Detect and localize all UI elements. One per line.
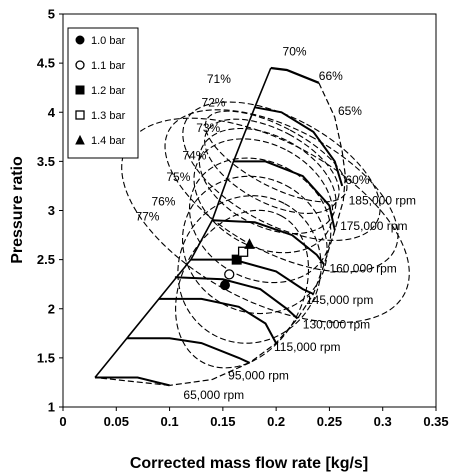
x-tick-label-1: 0.05	[104, 414, 129, 429]
speed-lines	[95, 106, 344, 387]
annotation-11: 185,000 rpm	[349, 194, 416, 208]
y-axis-label: Pressure ratio	[9, 156, 26, 264]
annotation-13: 160,000 rpm	[329, 261, 396, 275]
legend-marker-3	[75, 110, 85, 120]
speed-line-4	[190, 258, 314, 295]
annotations: 70% 66% 65% 60% 71% 72% 73% 74% 75% 76%77% 185,000…	[135, 44, 416, 402]
legend-marker-4	[75, 134, 85, 145]
annotation-5: 72%	[202, 95, 226, 109]
annotation-18: 65,000 rpm	[183, 388, 244, 402]
x-tick-label-4: 0.2	[267, 414, 285, 429]
operating-points	[219, 238, 255, 291]
legend-label-3: 1.3 bar	[91, 110, 126, 122]
annotation-6: 73%	[196, 121, 220, 135]
x-tick-label-2: 0.1	[161, 414, 179, 429]
speed-line-0	[95, 376, 170, 387]
annotation-9: 76%	[151, 195, 175, 209]
legend-label-1: 1.1 bar	[91, 60, 126, 72]
y-tick-label-6: 4	[48, 105, 56, 120]
y-tick-label-4: 3	[48, 203, 55, 218]
operating-point-1	[224, 269, 235, 280]
speed-line-1	[126, 337, 250, 364]
legend-marker-1	[75, 60, 85, 70]
speed-line-6	[233, 160, 336, 231]
annotation-10: 77%	[135, 209, 159, 223]
y-tick-label-7: 4.5	[37, 56, 55, 71]
annotation-1: 66%	[319, 69, 343, 83]
annotation-12: 175,000 rpm	[340, 219, 407, 233]
x-tick-label-5: 0.25	[317, 414, 342, 429]
x-axis-ticks: 0 0.05 0.1 0.15 0.2 0.25 0.3 0.35	[59, 407, 449, 429]
x-tick-label-3: 0.15	[210, 414, 235, 429]
efficiency-contour-10	[121, 117, 410, 323]
legend-marker-2	[75, 85, 85, 95]
annotation-7: 74%	[182, 148, 206, 162]
x-tick-label-0: 0	[59, 414, 66, 429]
annotation-8: 75%	[166, 170, 190, 184]
x-axis-label: Corrected mass flow rate [kg/s]	[130, 455, 368, 472]
efficiency-contour-3	[193, 138, 334, 254]
annotation-4: 71%	[207, 72, 231, 86]
annotation-17: 95,000 rpm	[228, 368, 289, 382]
x-tick-label-6: 0.3	[374, 414, 392, 429]
y-axis-ticks: 1 1.5 2 2.5 3 3.5 4 4.5 5	[37, 7, 63, 415]
y-tick-label-1: 1.5	[37, 350, 55, 365]
speed-line-3	[174, 276, 299, 320]
legend-label-0: 1.0 bar	[91, 35, 126, 47]
y-tick-label-8: 5	[48, 7, 55, 22]
operating-point-2	[231, 254, 242, 265]
map-top-line	[270, 66, 320, 84]
annotation-0: 70%	[283, 44, 307, 58]
speed-line-7	[254, 106, 344, 187]
efficiency-contour-1	[204, 118, 340, 214]
map-bottom-line	[94, 376, 170, 386]
legend: 1.0 bar 1.1 bar 1.2 bar 1.3 bar 1.4 bar	[67, 27, 139, 159]
efficiency-contour-0	[204, 110, 348, 203]
y-tick-label-2: 2	[48, 301, 55, 316]
operating-point-0	[219, 280, 230, 291]
y-tick-label-5: 3.5	[37, 154, 55, 169]
legend-label-2: 1.2 bar	[91, 85, 126, 97]
operating-point-3	[237, 246, 249, 257]
operating-point-4	[244, 238, 255, 249]
speed-line-2	[158, 297, 277, 344]
efficiency-contour-6	[177, 195, 322, 344]
x-tick-label-7: 0.35	[423, 414, 448, 429]
legend-label-4: 1.4 bar	[91, 135, 126, 147]
annotation-15: 130,000 rpm	[303, 317, 370, 331]
annotation-14: 145,000 rpm	[306, 293, 373, 307]
surge-line	[94, 67, 272, 379]
legend-marker-0	[75, 35, 85, 45]
efficiency-contour-8	[182, 101, 381, 241]
annotation-2: 65%	[338, 104, 362, 118]
y-tick-label-0: 1	[48, 400, 55, 415]
y-tick-label-3: 2.5	[37, 252, 55, 267]
speed-line-5	[212, 219, 325, 266]
annotation-16: 115,000 rpm	[274, 340, 341, 354]
annotation-3: 60%	[345, 173, 369, 187]
